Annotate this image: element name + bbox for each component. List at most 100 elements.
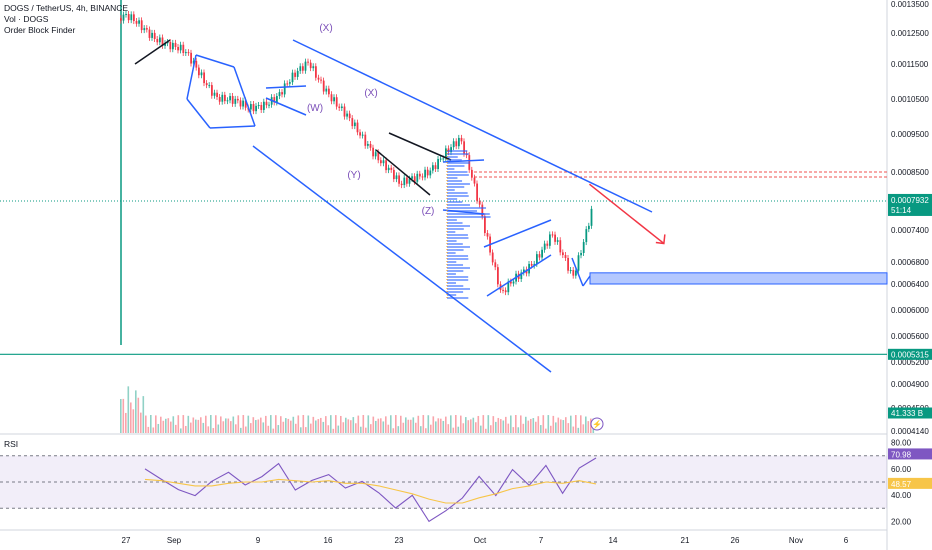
- candle-body: [120, 18, 122, 21]
- volume-bar: [137, 397, 140, 433]
- candle-body: [478, 200, 481, 205]
- black-trend-line[interactable]: [388, 132, 452, 161]
- lightning-icon[interactable]: [590, 417, 604, 431]
- pattern-line[interactable]: [186, 98, 211, 129]
- pattern-line[interactable]: [442, 159, 485, 163]
- volume-bar: [560, 419, 562, 433]
- rsi-title[interactable]: RSI: [4, 439, 19, 449]
- volume-bar: [125, 412, 127, 433]
- candle-body: [299, 66, 302, 71]
- volume-bar: [162, 420, 165, 433]
- candle-body: [429, 170, 432, 176]
- pattern-line[interactable]: [265, 97, 307, 116]
- volume-bar: [480, 425, 482, 433]
- volume-profile-bar: [447, 219, 457, 221]
- black-trend-line[interactable]: [375, 149, 431, 196]
- candle-body: [317, 77, 320, 80]
- symbol-title[interactable]: DOGS / TetherUS, 4h, BINANCE: [4, 3, 129, 13]
- candle-body: [486, 233, 489, 237]
- candle-body: [338, 106, 341, 108]
- volume-bar: [170, 421, 172, 433]
- volume-profile-bar: [447, 159, 462, 161]
- volume-bar: [497, 417, 500, 433]
- volume-bar: [467, 420, 470, 433]
- candle-body: [244, 100, 247, 108]
- volume-bar: [400, 415, 402, 433]
- pattern-line[interactable]: [209, 125, 256, 129]
- volume-profile-bar: [447, 273, 456, 275]
- support-price-tag-bg: [888, 348, 932, 360]
- candle-body: [442, 158, 445, 160]
- descending-channel-lower[interactable]: [252, 145, 552, 373]
- time-tick-label: 6: [844, 536, 849, 545]
- candle-body: [213, 92, 216, 96]
- candle-body: [497, 267, 499, 285]
- volume-bar: [527, 420, 530, 433]
- volume-bar: [180, 428, 182, 433]
- candle-body: [216, 92, 218, 97]
- candle-body: [289, 82, 291, 84]
- pattern-line[interactable]: [571, 257, 584, 287]
- rsi-line[interactable]: [144, 457, 597, 523]
- pattern-line[interactable]: [186, 54, 197, 100]
- candle-body: [400, 183, 403, 186]
- candle-body: [133, 14, 135, 22]
- candle-body: [203, 72, 205, 84]
- candle-body: [460, 137, 463, 142]
- volume-bar: [390, 415, 392, 433]
- volume-bar: [405, 417, 407, 433]
- candle-body: [572, 270, 575, 276]
- volume-bar: [355, 423, 357, 433]
- candle-body: [304, 61, 307, 71]
- volume-bar: [535, 421, 537, 433]
- volume-bar: [342, 422, 345, 433]
- volume-bar: [522, 423, 525, 433]
- wave-label: (W): [307, 103, 323, 114]
- indicator-label[interactable]: Order Block Finder: [4, 25, 76, 35]
- pattern-line[interactable]: [195, 54, 235, 68]
- volume-profile-bar: [447, 249, 464, 251]
- candle-body: [268, 104, 270, 106]
- rising-wedge-upper[interactable]: [483, 219, 552, 248]
- rsi-ma-line[interactable]: [144, 478, 597, 504]
- candle-body: [148, 29, 151, 38]
- volume-bar: [282, 421, 285, 433]
- candle-body: [424, 169, 426, 178]
- order-block-zone[interactable]: [589, 272, 888, 285]
- candle-body: [372, 147, 374, 157]
- volume-bar: [122, 398, 125, 433]
- candle-body: [198, 67, 200, 76]
- descending-channel-upper[interactable]: [292, 39, 653, 213]
- rising-wedge-lower[interactable]: [486, 254, 552, 297]
- projection-arrow[interactable]: [588, 183, 665, 245]
- candle-body: [343, 106, 346, 117]
- candle-body: [322, 80, 325, 92]
- volume-profile-bar: [447, 210, 478, 212]
- volume-bar: [155, 415, 157, 433]
- candle-body: [177, 46, 179, 51]
- volume-bar: [532, 418, 535, 433]
- black-trend-line[interactable]: [134, 39, 171, 65]
- volume-profile-bar: [447, 165, 465, 167]
- candle-body: [554, 234, 556, 242]
- pattern-line[interactable]: [265, 85, 307, 89]
- volume-bar: [267, 425, 270, 433]
- candle-body: [411, 176, 413, 179]
- volume-label[interactable]: Vol · DOGS: [4, 14, 49, 24]
- volume-bar: [217, 424, 220, 433]
- candle-body: [234, 98, 237, 104]
- volume-bar: [310, 423, 312, 433]
- candle-body: [385, 160, 387, 171]
- volume-bar: [287, 418, 290, 433]
- volume-bar: [320, 417, 322, 433]
- candle-body: [382, 160, 385, 164]
- volume-bar: [577, 427, 580, 433]
- volume-bar: [192, 417, 195, 433]
- pattern-line[interactable]: [233, 66, 256, 127]
- candle-body: [367, 143, 369, 146]
- pattern-line[interactable]: [582, 275, 591, 287]
- candle-body: [221, 94, 224, 102]
- candle-body: [237, 98, 239, 101]
- volume-bar: [325, 416, 327, 433]
